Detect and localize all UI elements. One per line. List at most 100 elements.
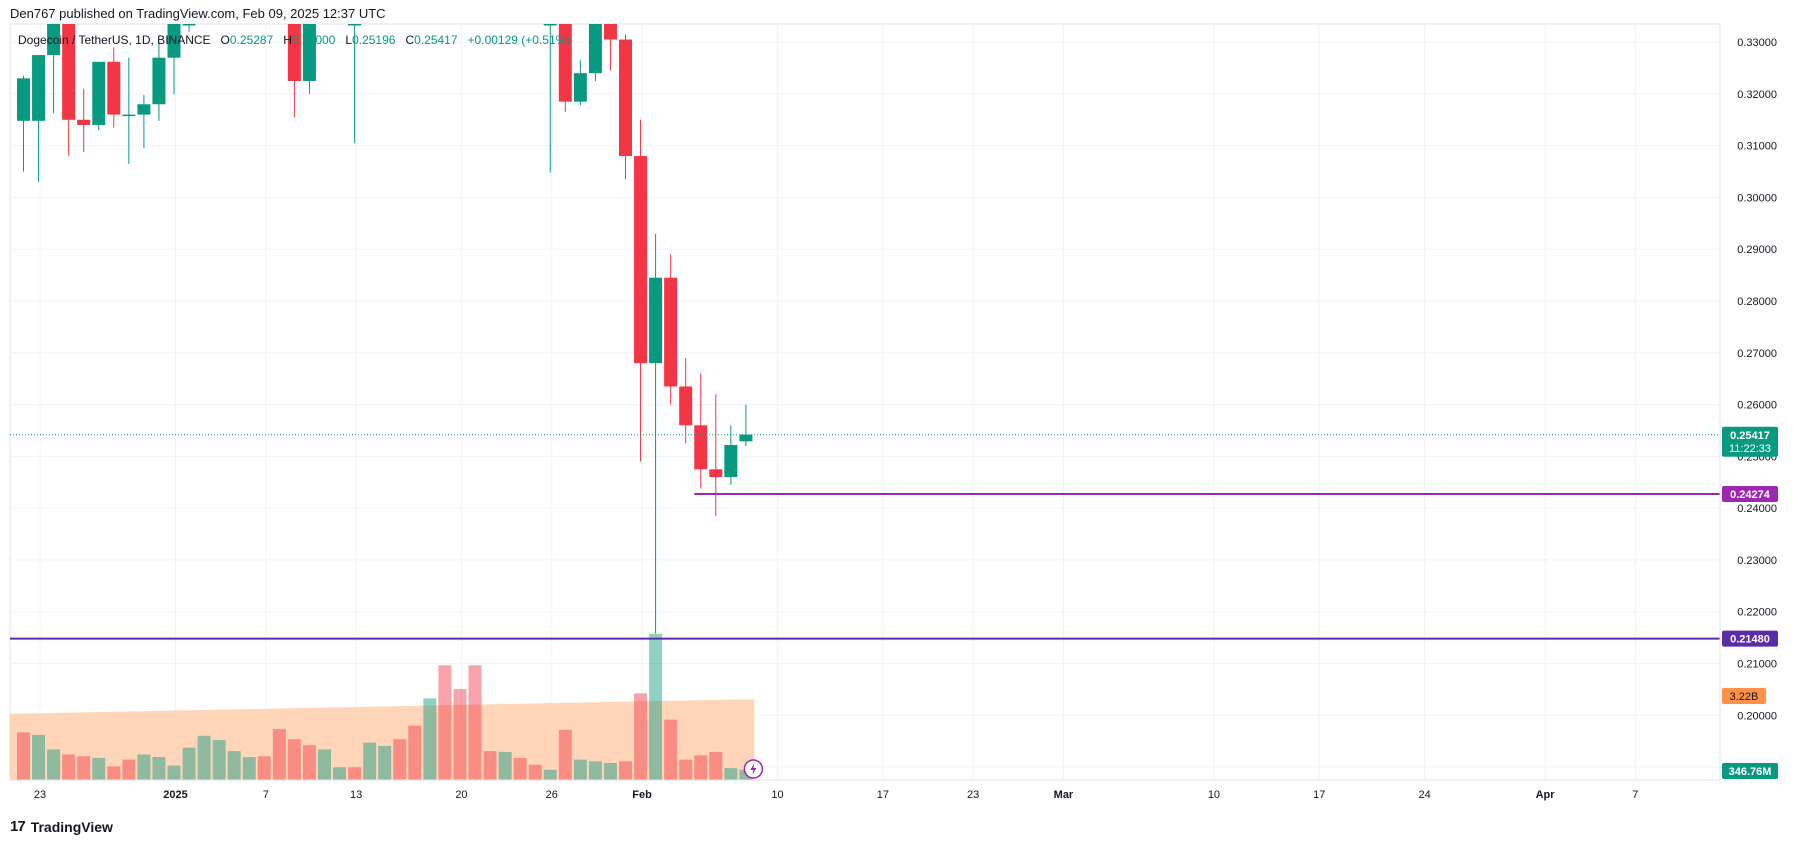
flash-icon-glyph	[750, 763, 757, 775]
symbol-legend: Dogecoin / TetherUS, 1D, BINANCE O0.2528…	[18, 33, 570, 47]
volume-bar	[679, 759, 693, 780]
y-tick-label: 0.29000	[1737, 244, 1777, 256]
volume-ma-label: 3.22B	[1730, 691, 1759, 703]
candle-body	[92, 61, 106, 125]
x-tick-label: 2025	[163, 789, 187, 801]
volume-bar	[468, 665, 482, 780]
publisher-line: Den767 published on TradingView.com, Feb…	[10, 6, 386, 21]
low-value: 0.25196	[352, 33, 396, 47]
candle-body	[152, 57, 166, 105]
candle-body	[17, 78, 30, 121]
footer-brand: 17 TradingView	[10, 818, 113, 835]
candle-body	[649, 277, 663, 364]
close-value: 0.25417	[414, 33, 458, 47]
candle-body	[62, 24, 76, 120]
candle-body	[603, 24, 617, 40]
volume-bar	[77, 756, 91, 780]
x-tick-label: 17	[1313, 789, 1325, 801]
x-tick-label: 17	[877, 789, 889, 801]
candle-body	[137, 104, 151, 115]
volume-bar	[107, 766, 121, 780]
x-tick-label: 10	[1208, 789, 1220, 801]
volume-bar	[378, 746, 392, 780]
volume-bar	[483, 751, 497, 780]
y-tick-label: 0.26000	[1737, 400, 1777, 412]
volume-bar	[664, 719, 678, 780]
candle-body	[348, 24, 362, 26]
y-tick-label: 0.31000	[1737, 141, 1777, 153]
high-value: 0.26000	[291, 33, 336, 47]
volume-bar	[619, 761, 632, 780]
y-tick-label: 0.23000	[1737, 555, 1777, 567]
footer-brand-label: TradingView	[30, 818, 113, 835]
volume-bar	[453, 689, 467, 780]
plot-frame	[9, 23, 1721, 781]
x-tick-label: 26	[546, 789, 558, 801]
volume-bar	[348, 767, 362, 780]
volume-bar	[137, 754, 151, 780]
x-tick-label: Apr	[1536, 789, 1556, 801]
volume-bar	[393, 739, 407, 780]
x-tick-label: 20	[455, 789, 467, 801]
volume-bar	[182, 747, 196, 780]
symbol-name[interactable]: Dogecoin / TetherUS, 1D, BINANCE	[18, 33, 211, 47]
volume-bar	[634, 693, 648, 780]
level-badge	[1722, 630, 1778, 647]
current-price-label: 0.25417	[1730, 430, 1770, 442]
candle-body	[694, 425, 708, 470]
x-tick-label: 10	[771, 789, 783, 801]
x-tick-label: Feb	[632, 789, 652, 801]
volume-bar	[32, 734, 46, 780]
axes: 0.33000 0.32000 0.31000 0.30000 0.29000 0.280…	[10, 24, 1778, 801]
close-label: C	[405, 33, 415, 47]
current-price-badge	[1722, 426, 1778, 457]
candle-body	[47, 24, 61, 56]
volume-bar	[92, 757, 106, 780]
candle-body	[573, 73, 587, 102]
volume-bar	[62, 754, 76, 780]
candle-body	[558, 24, 572, 102]
volume-bar	[558, 729, 572, 780]
volume-bar	[363, 742, 377, 780]
candle-body	[619, 39, 632, 157]
volume-bar	[287, 739, 301, 780]
candle-body	[588, 24, 602, 74]
y-tick-label: 0.22000	[1737, 607, 1777, 619]
volume-bar	[318, 749, 331, 780]
candle-body	[709, 469, 723, 478]
volume-bar	[498, 751, 512, 780]
candle-body	[739, 434, 753, 442]
volume-bar	[423, 698, 437, 780]
x-tick-label: 23	[34, 789, 46, 801]
volume-bar	[227, 751, 241, 780]
candle-body	[664, 277, 678, 387]
x-tick-label: 7	[1632, 789, 1638, 801]
volume-bar	[649, 633, 663, 780]
volume-ma-badge	[1722, 688, 1766, 704]
volume-bar	[212, 740, 226, 780]
volume-bar	[709, 751, 723, 780]
volume-bar	[197, 735, 211, 780]
volume-bar	[543, 769, 557, 780]
y-tick-label: 0.24000	[1737, 503, 1777, 515]
volume-bar	[513, 757, 527, 780]
x-tick-label: 7	[263, 789, 269, 801]
x-tick-label: 23	[967, 789, 979, 801]
level-label: 0.24274	[1730, 489, 1771, 501]
level-badge	[1722, 485, 1778, 502]
volume-bar	[528, 764, 542, 780]
volume-bar	[242, 757, 256, 780]
countdown-label: 11:22:33	[1729, 443, 1771, 455]
candlesticks	[17, 24, 753, 634]
volume-ma-area	[10, 699, 755, 780]
volume-bar	[573, 759, 587, 780]
volume-bar	[603, 763, 617, 780]
y-tick-label: 0.20000	[1737, 710, 1777, 722]
volume-last-badge	[1722, 763, 1778, 779]
volume-bar	[122, 759, 136, 780]
candle-body	[287, 24, 301, 81]
candle-body	[302, 24, 316, 81]
y-tick-label: 0.28000	[1737, 296, 1777, 308]
x-tick-label: Mar	[1054, 789, 1074, 801]
